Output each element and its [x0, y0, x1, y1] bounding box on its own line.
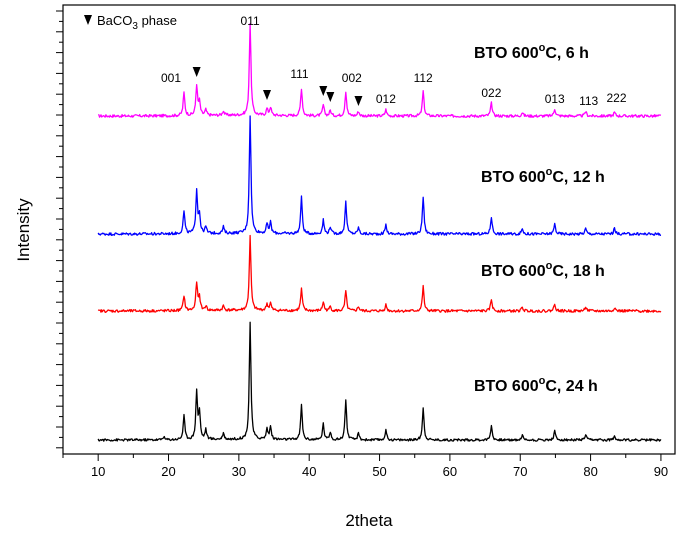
legend-text-suffix: phase [138, 13, 177, 28]
x-tick-label: 60 [443, 464, 457, 479]
series-label-prefix: BTO 600 [474, 378, 539, 395]
legend-text-main: BaCO [97, 13, 132, 28]
x-tick-label: 30 [232, 464, 246, 479]
x-tick-label: 70 [513, 464, 527, 479]
series-label-suffix: C, 12 h [552, 169, 604, 186]
peak-label: 112 [414, 71, 433, 85]
series-label: BTO 600oC, 6 h [474, 42, 589, 62]
x-tick-label: 10 [91, 464, 105, 479]
series-label-prefix: BTO 600 [474, 45, 539, 62]
peak-label: 013 [545, 92, 565, 106]
series-label-prefix: BTO 600 [481, 169, 546, 186]
x-tick-label: 80 [583, 464, 597, 479]
x-tick-label: 50 [372, 464, 386, 479]
x-tick-label: 40 [302, 464, 316, 479]
peak-label: 012 [376, 92, 396, 106]
series-label-suffix: C, 18 h [552, 263, 604, 280]
series-label: BTO 600oC, 12 h [481, 166, 605, 186]
peak-label: 011 [241, 14, 260, 28]
y-axis-title: Intensity [14, 198, 33, 262]
series-label-suffix: C, 6 h [545, 45, 589, 62]
peak-label: 113 [579, 94, 598, 108]
peak-label: 001 [161, 71, 181, 85]
peak-label: 111 [290, 67, 309, 81]
series-label-prefix: BTO 600 [481, 263, 546, 280]
series-label-suffix: C, 24 h [545, 378, 597, 395]
peak-label: 022 [481, 86, 501, 100]
x-axis-title: 2theta [345, 511, 393, 530]
x-tick-label: 90 [654, 464, 668, 479]
peak-label: 222 [606, 91, 626, 105]
series-label: BTO 600oC, 24 h [474, 375, 598, 395]
x-tick-label: 20 [161, 464, 175, 479]
series-label: BTO 600oC, 18 h [481, 260, 605, 280]
peak-label: 002 [342, 71, 362, 85]
